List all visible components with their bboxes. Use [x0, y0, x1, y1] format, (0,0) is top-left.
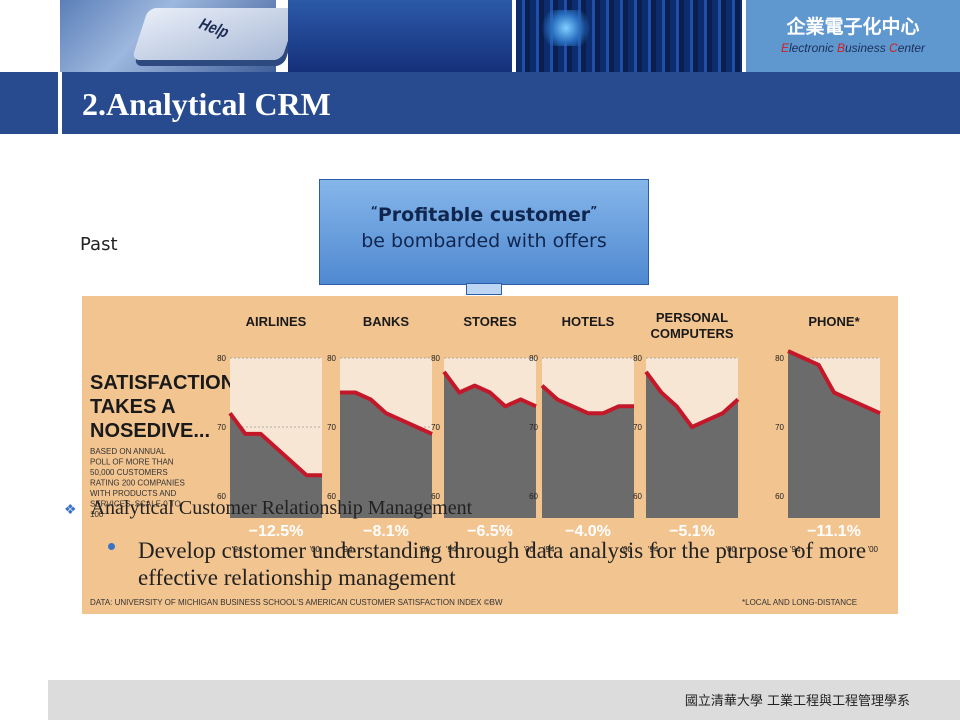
y-tick-label: 70	[327, 423, 336, 432]
series-line	[340, 390, 433, 436]
center-logo: 企業電子化中心 Electronic Business Center	[746, 0, 960, 72]
y-tick-label: 70	[775, 423, 784, 432]
callout-line-1-text: Profitable customer	[377, 204, 591, 226]
change-label: −4.0%	[565, 523, 611, 540]
title-bar: 2.Analytical CRM	[0, 72, 960, 134]
y-tick-label: 60	[633, 492, 642, 501]
chart-panels: AIRLINES 60 70 80 −12.5% '94 '00 BANKS 60 70 80 −8.…	[217, 310, 881, 554]
diamond-bullet-icon: ❖	[64, 503, 77, 518]
series-area	[230, 413, 322, 518]
center-name-en: Electronic Business Center	[780, 41, 926, 55]
figure-note-line: RATING 200 COMPANIES	[90, 479, 185, 488]
panel-title: STORES	[463, 314, 517, 329]
title-divider	[58, 72, 62, 134]
y-tick-label: 80	[529, 354, 538, 363]
y-tick-label: 80	[775, 354, 784, 363]
headline-line-1: SATISFACTION	[90, 372, 235, 394]
bullet-level-2-text: Develop customer understanding through d…	[138, 538, 867, 590]
y-tick-label: 80	[431, 354, 440, 363]
x-tick-label: '94	[648, 545, 659, 554]
panel-title: PERSONAL	[656, 310, 728, 325]
figure-footnote: *LOCAL AND LONG-DISTANCE	[742, 598, 857, 607]
header-photo-blue	[288, 0, 512, 72]
satisfaction-chart: SATISFACTION TAKES A NOSEDIVE... BASED O…	[90, 310, 881, 607]
series-line	[540, 384, 634, 416]
figure-note-line: POLL OF MORE THAN	[90, 458, 174, 467]
headline-line-2: TAKES A	[90, 396, 176, 418]
y-tick-label: 60	[529, 492, 538, 501]
past-label: Past	[80, 234, 118, 255]
x-tick-label: '00	[726, 545, 737, 554]
x-tick-label: '94	[446, 545, 457, 554]
keyboard-photo: Help	[60, 0, 299, 72]
help-key-image: Help	[131, 8, 299, 60]
panel-title: COMPUTERS	[650, 326, 733, 341]
y-tick-label: 60	[217, 492, 226, 501]
headline-line-3: NOSEDIVE...	[90, 420, 210, 442]
panel-title: AIRLINES	[246, 314, 307, 329]
y-tick-label: 70	[431, 423, 440, 432]
series-area	[542, 385, 634, 518]
x-tick-label: '00	[420, 545, 431, 554]
y-tick-label: 70	[633, 423, 642, 432]
profitable-customer-callout: “Profitable customer” be bombarded with …	[319, 179, 649, 285]
series-area	[646, 371, 738, 518]
y-tick-label: 80	[217, 354, 226, 363]
y-tick-label: 60	[327, 492, 336, 501]
series-line	[442, 370, 537, 409]
series-area	[444, 371, 536, 518]
y-tick-label: 70	[529, 423, 538, 432]
series-line	[228, 412, 322, 478]
panel-title: HOTELS	[562, 314, 615, 329]
footer-text: 國立清華大學 工業工程與工程管理學系	[684, 694, 910, 709]
figure-note-line: SERVICES. SCALE 0 TO	[90, 500, 181, 509]
series-area	[788, 351, 880, 518]
center-name-zh: 企業電子化中心	[786, 17, 920, 38]
round-bullet-icon	[108, 543, 115, 550]
panel-title: BANKS	[363, 314, 410, 329]
series-line	[644, 370, 740, 429]
y-tick-label: 70	[217, 423, 226, 432]
change-label: −8.1%	[363, 523, 409, 540]
x-tick-label: '94	[544, 545, 555, 554]
y-tick-label: 60	[431, 492, 440, 501]
figure-source: DATA: UNIVERSITY OF MICHIGAN BUSINESS SC…	[90, 598, 503, 607]
bullet-level-1: ❖ Analytical Customer Relationship Manage…	[64, 497, 472, 520]
slide-title: 2.Analytical CRM	[82, 86, 331, 122]
change-label: −11.1%	[807, 523, 861, 540]
series-line	[787, 349, 881, 416]
x-tick-label: '00	[868, 545, 879, 554]
y-tick-label: 60	[775, 492, 784, 501]
callout-line-1: “Profitable customer”	[320, 204, 648, 226]
open-quote: “	[370, 204, 378, 217]
x-tick-label: '00	[524, 545, 535, 554]
figure-note-line: 50,000 CUSTOMERS	[90, 468, 168, 477]
callout-line-2: be bombarded with offers	[361, 230, 607, 252]
satisfaction-figure: SATISFACTION TAKES A NOSEDIVE... BASED O…	[82, 296, 898, 614]
circuit-photo	[516, 0, 742, 72]
figure-note-line: WITH PRODUCTS AND	[90, 489, 176, 498]
change-label: −5.1%	[669, 523, 715, 540]
x-tick-label: '94	[232, 545, 243, 554]
x-tick-label: '00	[310, 545, 321, 554]
close-quote: ”	[590, 204, 598, 217]
x-tick-label: '00	[622, 545, 633, 554]
x-tick-label: '94	[342, 545, 353, 554]
y-tick-label: 80	[633, 354, 642, 363]
help-key-label: Help	[194, 15, 234, 42]
bullet-level-1-text: Analytical Customer Relationship Managem…	[90, 497, 473, 519]
figure-note-line: 100	[90, 510, 104, 519]
change-label: −12.5%	[249, 523, 304, 540]
x-tick-label: '94	[790, 545, 801, 554]
footer-bar: 國立清華大學 工業工程與工程管理學系	[48, 680, 960, 720]
figure-note-line: BASED ON ANNUAL	[90, 447, 166, 456]
y-tick-label: 80	[327, 354, 336, 363]
panel-title: PHONE*	[808, 314, 860, 329]
change-label: −6.5%	[467, 523, 513, 540]
callout-tail	[466, 283, 502, 295]
